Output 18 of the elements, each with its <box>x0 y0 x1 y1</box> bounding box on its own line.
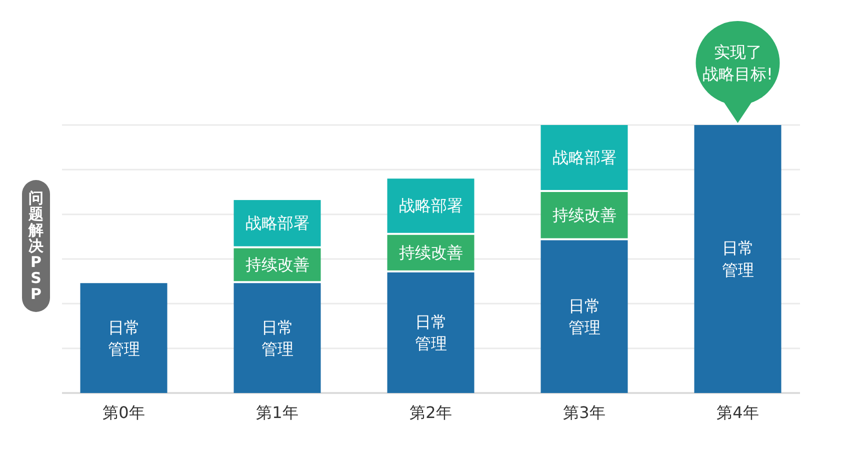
x-tick-label: 第4年 <box>716 403 759 422</box>
series-label: 持续改善 <box>245 255 310 274</box>
text: 持续改善 <box>552 206 616 225</box>
text: 日常管理 <box>414 312 447 353</box>
text: 战略部署 <box>552 148 616 167</box>
x-tick-label: 第1年 <box>256 403 298 422</box>
x-tick-label: 第2年 <box>410 403 452 422</box>
text: 日常管理 <box>261 318 294 358</box>
y-axis-title: 问题解决PSP <box>28 189 44 303</box>
x-tick-label: 第3年 <box>563 403 606 422</box>
series-label: 战略部署 <box>245 214 310 233</box>
text: 日常管理 <box>568 296 600 337</box>
series-label: 日常管理 <box>108 318 140 358</box>
text: 持续改善 <box>398 243 463 262</box>
text: 日常管理 <box>722 238 754 280</box>
text: 战略部署 <box>398 196 463 216</box>
annotation: 实现了战略目标! <box>702 42 773 84</box>
x-tick-label: 第0年 <box>102 403 145 422</box>
